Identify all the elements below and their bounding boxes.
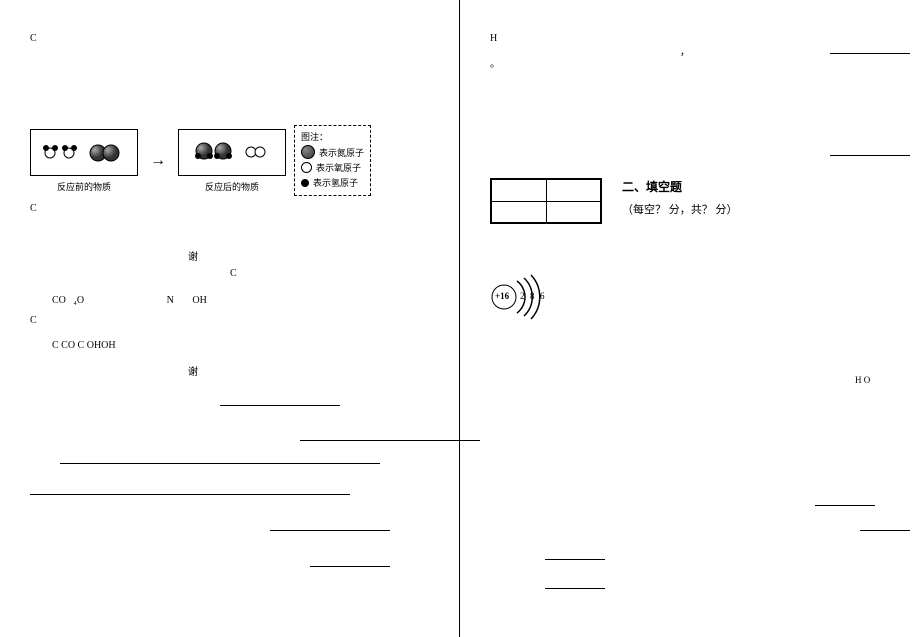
row1-oh: OH	[192, 295, 206, 306]
legend-o-row: 表示氧原子	[301, 161, 364, 174]
before-caption: 反应前的物质	[30, 180, 138, 193]
blank-5	[270, 520, 390, 531]
table-cell	[491, 201, 546, 223]
table-and-title: 二、填空题 （每空？ 分，共？ 分）	[490, 178, 738, 224]
legend-h-label: 表示氢原子	[313, 176, 358, 189]
row1-co: CO	[52, 295, 66, 306]
legend-box: 图注： 表示氮原子 表示氧原子 表示氢原子	[294, 125, 371, 196]
reaction-diagram: 反应前的物质 →	[30, 125, 371, 196]
section-subtitle: （每空？ 分，共？ 分）	[622, 201, 738, 217]
label-c2: C	[30, 203, 37, 214]
blank-3	[60, 453, 380, 464]
row1-n: N	[167, 295, 174, 306]
after-caption: 反应后的物质	[178, 180, 286, 193]
label-c1: C	[30, 33, 37, 44]
hydrogen-atom-icon	[301, 179, 309, 187]
table-2x2	[490, 178, 602, 224]
after-molecules-svg	[187, 136, 277, 166]
section-heading-block: 二、填空题 （每空？ 分，共？ 分）	[622, 178, 738, 217]
label-xie2: 谢	[188, 363, 198, 378]
blank-r2	[830, 145, 910, 156]
formula-row2: C CO C OHOH	[52, 340, 116, 351]
shell-2: 8	[530, 291, 535, 301]
before-molecules-svg	[39, 136, 129, 166]
legend-n-label: 表示氮原子	[319, 146, 364, 159]
row1-4o: ₄O	[73, 295, 84, 306]
blank-r1	[830, 43, 910, 54]
right-column: H ， 。 二、填空题 （每空？ 分，共？ 分）	[460, 0, 920, 637]
reaction-arrow: →	[150, 152, 166, 170]
legend-o-label: 表示氧原子	[316, 161, 361, 174]
blank-6	[310, 556, 390, 567]
legend-n-row: 表示氮原子	[301, 145, 364, 159]
period-1: 。	[490, 55, 500, 70]
shell-1: 2	[520, 291, 525, 301]
section-title: 二、填空题	[622, 178, 738, 195]
blank-2	[300, 430, 480, 441]
left-column: C	[0, 0, 460, 637]
blank-1	[220, 395, 340, 406]
formula-row1: CO ₄O N OH	[52, 295, 207, 306]
shell-core: +16	[495, 291, 509, 301]
oxygen-atom-icon	[301, 162, 312, 173]
blank-r6	[545, 578, 605, 589]
after-box	[178, 129, 286, 176]
blank-r4	[860, 520, 910, 531]
blank-r3	[815, 495, 875, 506]
blank-r5	[545, 549, 605, 560]
label-c4: C	[30, 315, 37, 326]
legend-h-row: 表示氢原子	[301, 176, 364, 189]
table-cell	[546, 179, 601, 201]
label-c3: C	[230, 268, 237, 279]
comma-1: ，	[680, 43, 690, 58]
reaction-before: 反应前的物质	[30, 129, 138, 193]
blank-4	[30, 484, 350, 495]
reaction-after: 反应后的物质	[178, 129, 286, 193]
label-h-o: H O	[855, 375, 870, 385]
table-cell	[546, 201, 601, 223]
label-xie1: 谢	[188, 248, 198, 263]
shell-3: 6	[540, 291, 545, 301]
table-cell	[491, 179, 546, 201]
legend-title: 图注：	[301, 130, 364, 143]
nitrogen-atom-icon	[301, 145, 315, 159]
label-h: H	[490, 33, 497, 44]
electron-shell-diagram: +16 2 8 6	[490, 270, 570, 320]
before-box	[30, 129, 138, 176]
